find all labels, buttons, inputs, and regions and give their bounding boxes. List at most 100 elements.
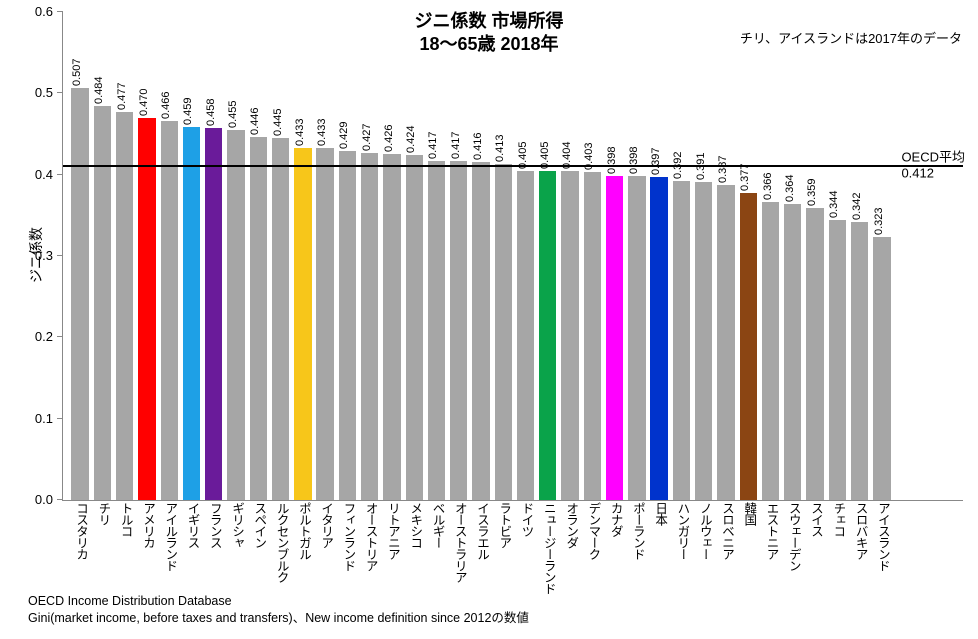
bar: 0.417	[450, 161, 467, 500]
bar-value-label: 0.416	[472, 132, 484, 160]
x-axis-category-label: チェコ	[829, 502, 848, 537]
bar: 0.455	[227, 130, 244, 500]
x-axis-category-label: スイス	[807, 502, 826, 537]
bar: 0.507	[71, 88, 88, 500]
bar-value-label: 0.397	[650, 148, 662, 176]
bar: 0.427	[361, 153, 378, 500]
x-axis-category-label: チリ	[94, 502, 113, 525]
x-axis-category-label: ハンガリー	[673, 502, 692, 560]
y-tick-label: 0.3	[35, 248, 63, 263]
bar: 0.323	[873, 237, 890, 500]
bar-value-label: 0.455	[227, 100, 239, 128]
x-axis-category-label: ポルトガル	[295, 502, 314, 560]
footer-source: OECD Income Distribution Database Gini(m…	[28, 593, 529, 627]
oecd-average-line	[63, 165, 963, 167]
x-axis-category-label: ギリシャ	[228, 502, 247, 548]
x-axis-category-label: リトアニア	[384, 502, 403, 560]
bar: 0.470	[138, 118, 155, 500]
x-axis-category-label: ニュージーランド	[540, 502, 559, 594]
x-axis-category-label: エストニア	[763, 502, 782, 560]
bar-value-label: 0.364	[784, 174, 796, 202]
bar-value-label: 0.323	[873, 208, 885, 236]
bar: 0.364	[784, 204, 801, 500]
bar-value-label: 0.433	[316, 118, 328, 146]
chart-container: ジニ係数 市場所得 18～65歳 2018年 チリ、アイスランドは2017年のデ…	[0, 0, 978, 639]
bar-value-label: 0.507	[71, 58, 83, 86]
x-axis-category-label: オーストリア	[362, 502, 381, 571]
x-axis-category-label: オーストラリア	[451, 502, 470, 583]
bar: 0.405	[539, 171, 556, 500]
x-axis-category-label: ルクセンブルク	[273, 502, 292, 583]
oecd-average-label: OECD平均0.412	[901, 149, 965, 180]
bar: 0.397	[650, 177, 667, 500]
bar-value-label: 0.446	[249, 108, 261, 136]
bars-group: 0.507 0.484 0.477 0.470 0.466 0.459 0.458 0.455…	[63, 12, 963, 500]
x-axis-category-label: ノルウェー	[696, 502, 715, 560]
bar: 0.404	[561, 171, 578, 500]
bar-value-label: 0.426	[383, 124, 395, 152]
bar-value-label: 0.366	[762, 173, 774, 201]
x-axis-category-label: ベルギー	[428, 502, 447, 548]
y-tick-label: 0.6	[35, 4, 63, 19]
x-axis-category-label: オランダ	[562, 502, 581, 548]
bar-value-label: 0.398	[606, 147, 618, 175]
bar: 0.359	[806, 208, 823, 500]
footer-line1: OECD Income Distribution Database	[28, 594, 232, 608]
bar-value-label: 0.477	[116, 83, 128, 111]
y-tick-label: 0.5	[35, 85, 63, 100]
bar-value-label: 0.427	[361, 123, 373, 151]
bar: 0.405	[517, 171, 534, 500]
bar: 0.459	[183, 127, 200, 500]
bar: 0.391	[695, 182, 712, 500]
x-axis-category-label: ドイツ	[518, 502, 537, 537]
bar-value-label: 0.342	[851, 192, 863, 220]
bar-value-label: 0.484	[93, 77, 105, 105]
bar: 0.433	[316, 148, 333, 500]
bar: 0.446	[250, 137, 267, 500]
bar-value-label: 0.359	[806, 178, 818, 206]
bar: 0.466	[161, 121, 178, 500]
bar-value-label: 0.377	[739, 164, 751, 192]
bar: 0.458	[205, 128, 222, 501]
x-axis-category-label: フランス	[206, 502, 225, 548]
x-axis-category-label: メキシコ	[406, 502, 425, 548]
bar: 0.344	[829, 220, 846, 500]
bar-value-label: 0.417	[427, 131, 439, 159]
y-tick-label: 0.4	[35, 167, 63, 182]
plot-area: 0.507 0.484 0.477 0.470 0.466 0.459 0.458 0.455…	[62, 12, 963, 501]
y-tick-label: 0.1	[35, 411, 63, 426]
x-axis-category-label: イスラエル	[473, 502, 492, 560]
bar: 0.387	[717, 185, 734, 500]
x-axis-category-label: アイルランド	[161, 502, 180, 571]
bar: 0.424	[406, 155, 423, 500]
bar-value-label: 0.470	[138, 88, 150, 116]
x-axis-category-label: スペイン	[250, 502, 269, 548]
y-tick-label: 0.2	[35, 329, 63, 344]
bar: 0.413	[495, 164, 512, 500]
x-axis-category-label: 日本	[651, 502, 670, 525]
bar-value-label: 0.344	[828, 191, 840, 219]
bar: 0.398	[628, 176, 645, 500]
bar: 0.403	[584, 172, 601, 500]
bar-value-label: 0.387	[717, 156, 729, 184]
x-axis-category-label: スロバキア	[852, 502, 871, 560]
y-tick-label: 0.0	[35, 492, 63, 507]
bar-value-label: 0.413	[494, 135, 506, 163]
bar-value-label: 0.458	[205, 98, 217, 126]
bar: 0.417	[428, 161, 445, 500]
x-axis-category-label: イタリア	[317, 502, 336, 548]
x-axis-category-label: ラトビア	[495, 502, 514, 548]
x-axis-category-label: アメリカ	[139, 502, 158, 548]
x-axis-category-label: アイスランド	[874, 502, 893, 571]
bar: 0.342	[851, 222, 868, 500]
bar: 0.426	[383, 154, 400, 500]
bar-value-label: 0.459	[182, 97, 194, 125]
x-axis-category-label: トルコ	[117, 502, 136, 537]
avg-label-line1: OECD平均	[901, 149, 965, 164]
bar-value-label: 0.424	[405, 126, 417, 154]
x-axis-category-label: イギリス	[183, 502, 202, 548]
x-axis-category-label: スウェーデン	[785, 502, 804, 571]
bar-value-label: 0.445	[272, 109, 284, 137]
bar: 0.416	[472, 162, 489, 500]
x-axis-category-label: カナダ	[607, 502, 626, 537]
